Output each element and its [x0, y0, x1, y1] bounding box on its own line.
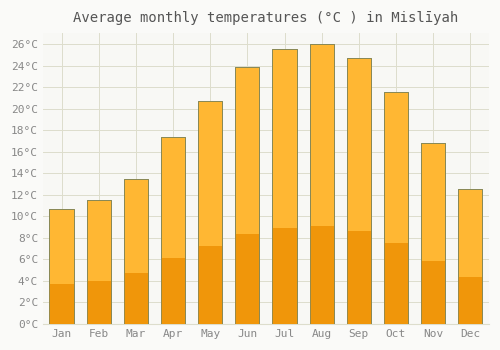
Bar [236, 66, 260, 324]
Bar [421, 143, 445, 324]
Bar [86, 200, 111, 324]
Bar [50, 209, 74, 324]
Bar [347, 58, 371, 324]
Bar [198, 246, 222, 324]
Bar [50, 209, 74, 324]
Bar [458, 189, 482, 324]
Bar [161, 136, 185, 324]
Bar [310, 44, 334, 324]
Bar [458, 277, 482, 324]
Bar [310, 44, 334, 324]
Bar [236, 66, 260, 324]
Bar [421, 143, 445, 324]
Bar [236, 234, 260, 324]
Bar [124, 178, 148, 324]
Bar [124, 178, 148, 324]
Bar [310, 226, 334, 324]
Bar [86, 200, 111, 324]
Bar [347, 231, 371, 324]
Bar [384, 243, 408, 324]
Bar [124, 273, 148, 324]
Bar [161, 136, 185, 324]
Bar [198, 101, 222, 324]
Bar [384, 92, 408, 324]
Bar [421, 261, 445, 324]
Bar [458, 189, 482, 324]
Bar [347, 58, 371, 324]
Bar [272, 49, 296, 324]
Bar [384, 92, 408, 324]
Bar [50, 284, 74, 324]
Bar [272, 49, 296, 324]
Bar [161, 258, 185, 324]
Bar [198, 101, 222, 324]
Title: Average monthly temperatures (°C ) in Mislīyah: Average monthly temperatures (°C ) in Mi… [74, 11, 458, 25]
Bar [86, 281, 111, 324]
Bar [272, 228, 296, 324]
